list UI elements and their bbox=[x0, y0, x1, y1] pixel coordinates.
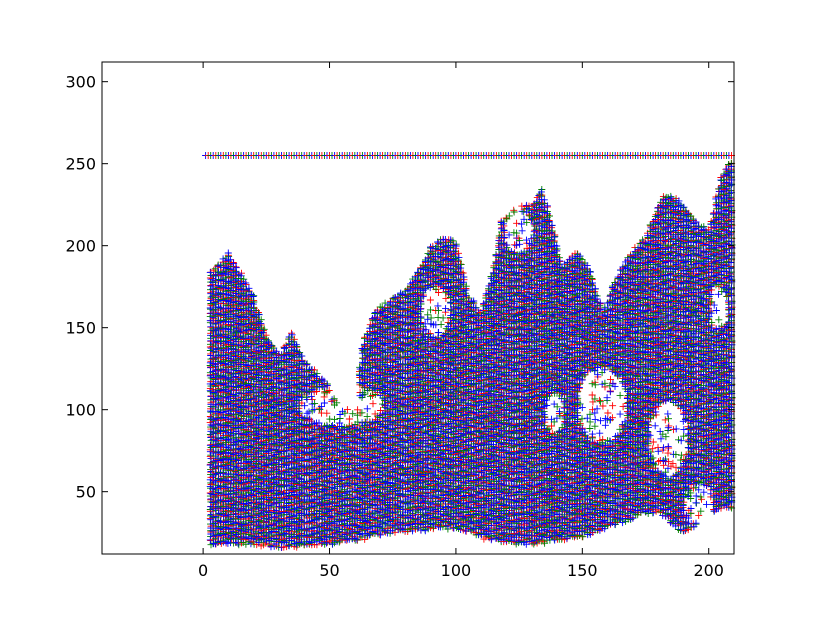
chart-container: 0 50 100 150 200 50 100 150 200 250 300 bbox=[0, 0, 815, 615]
